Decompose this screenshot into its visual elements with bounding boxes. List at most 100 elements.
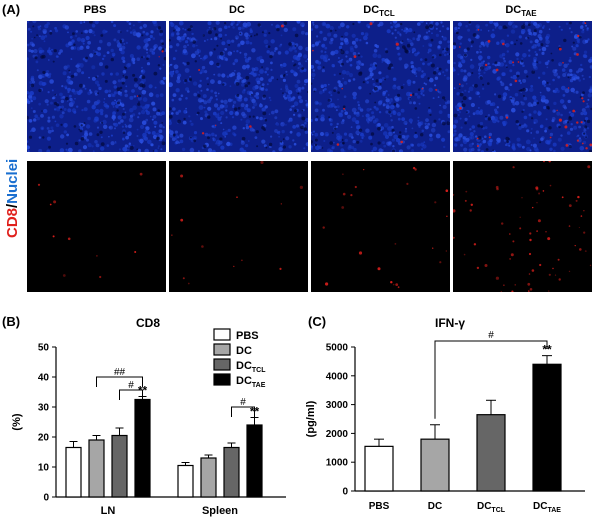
cd8-dot [529, 288, 533, 291]
nucleus-dot [586, 27, 589, 30]
nucleus-dot [372, 83, 376, 86]
dark-spot [463, 53, 467, 57]
nucleus-dot [586, 102, 589, 105]
nucleus-dot [265, 88, 268, 92]
nucleus-dot [453, 124, 457, 129]
nucleus-dot [373, 105, 377, 109]
dark-spot [339, 72, 342, 75]
nucleus-dot [183, 45, 187, 49]
nucleus-dot [137, 148, 142, 152]
nucleus-dot [506, 50, 509, 53]
nucleus-dot [114, 127, 116, 130]
cd8-dot [557, 258, 560, 261]
nucleus-dot [320, 83, 325, 88]
dark-spot [116, 87, 121, 92]
dark-spot [485, 148, 489, 151]
nucleus-dot [174, 25, 179, 30]
nucleus-dot [136, 57, 141, 61]
nucleus-dot [465, 82, 468, 85]
nucleus-dot [217, 80, 222, 85]
dark-spot [470, 40, 474, 44]
nucleus-dot [127, 62, 132, 67]
cd8-dot [584, 22, 586, 24]
dark-spot [79, 129, 83, 133]
nucleus-dot [221, 73, 226, 78]
y-tick-label: 40 [38, 373, 50, 384]
nucleus-dot [47, 59, 50, 61]
dark-spot [375, 79, 379, 83]
nucleus-dot [528, 31, 532, 36]
nucleus-dot [471, 142, 474, 145]
nucleus-dot [502, 96, 507, 100]
nucleus-dot [585, 24, 588, 27]
dark-spot [264, 118, 268, 122]
nucleus-dot [84, 29, 88, 34]
nucleus-dot [340, 22, 345, 28]
dark-spot [510, 97, 512, 100]
dark-spot [563, 38, 567, 43]
nucleus-dot [175, 87, 180, 93]
cd8-dot [580, 121, 583, 124]
nucleus-dot [62, 95, 66, 99]
nucleus-dot [557, 75, 561, 79]
nucleus-dot [351, 107, 357, 113]
nucleus-dot [113, 85, 118, 89]
cd8-dot [501, 222, 504, 225]
cd8-dot [180, 174, 184, 178]
nucleus-dot [75, 64, 80, 68]
nucleus-dot [282, 78, 286, 82]
dark-spot [190, 136, 192, 139]
dark-spot [588, 149, 592, 152]
dark-spot [442, 96, 446, 100]
nucleus-dot [189, 75, 192, 78]
dark-spot [293, 64, 295, 67]
nucleus-dot [419, 121, 424, 126]
nucleus-dot [155, 94, 160, 98]
nucleus-dot [565, 22, 569, 25]
nucleus-dot [406, 79, 412, 85]
dark-spot [52, 60, 55, 63]
dark-spot [479, 76, 483, 80]
nucleus-dot [289, 118, 293, 122]
bar [364, 445, 394, 492]
nucleus-dot [348, 73, 354, 78]
nucleus-dot [201, 65, 206, 70]
cd8-dot [400, 140, 403, 144]
nucleus-dot [171, 98, 175, 102]
cd8-dot [527, 282, 531, 286]
nucleus-dot [99, 62, 103, 67]
nucleus-dot [417, 22, 421, 26]
nucleus-dot [394, 36, 397, 39]
nucleus-dot [223, 99, 228, 105]
nucleus-dot [151, 131, 156, 135]
nucleus-dot [31, 37, 33, 40]
nucleus-dot [237, 26, 242, 31]
nucleus-dot [280, 121, 285, 127]
nucleus-dot [74, 97, 76, 100]
nucleus-dot [141, 120, 147, 125]
nucleus-dot [192, 135, 198, 141]
nucleus-dot [157, 147, 160, 149]
cd8-dot [505, 116, 509, 119]
nucleus-dot [414, 92, 418, 96]
dark-spot [334, 127, 337, 130]
nucleus-dot [522, 65, 524, 67]
nucleus-dot [348, 79, 351, 83]
significance-label: ## [114, 367, 126, 378]
dark-spot [187, 28, 190, 31]
cd8-dot [354, 185, 357, 189]
nucleus-dot [280, 63, 283, 67]
nucleus-dot [73, 110, 77, 114]
nucleus-dot [413, 134, 418, 139]
nucleus-dot [51, 115, 55, 119]
nucleus-dot [69, 76, 71, 79]
dark-spot [161, 141, 166, 146]
nucleus-dot [333, 33, 338, 38]
nucleus-dot [137, 21, 142, 23]
dark-spot [141, 75, 146, 80]
legend-label: DCTAE [236, 375, 266, 389]
nucleus-dot [179, 133, 184, 138]
nucleus-dot [541, 95, 546, 100]
nucleus-dot [366, 107, 371, 112]
dark-spot [224, 22, 227, 25]
